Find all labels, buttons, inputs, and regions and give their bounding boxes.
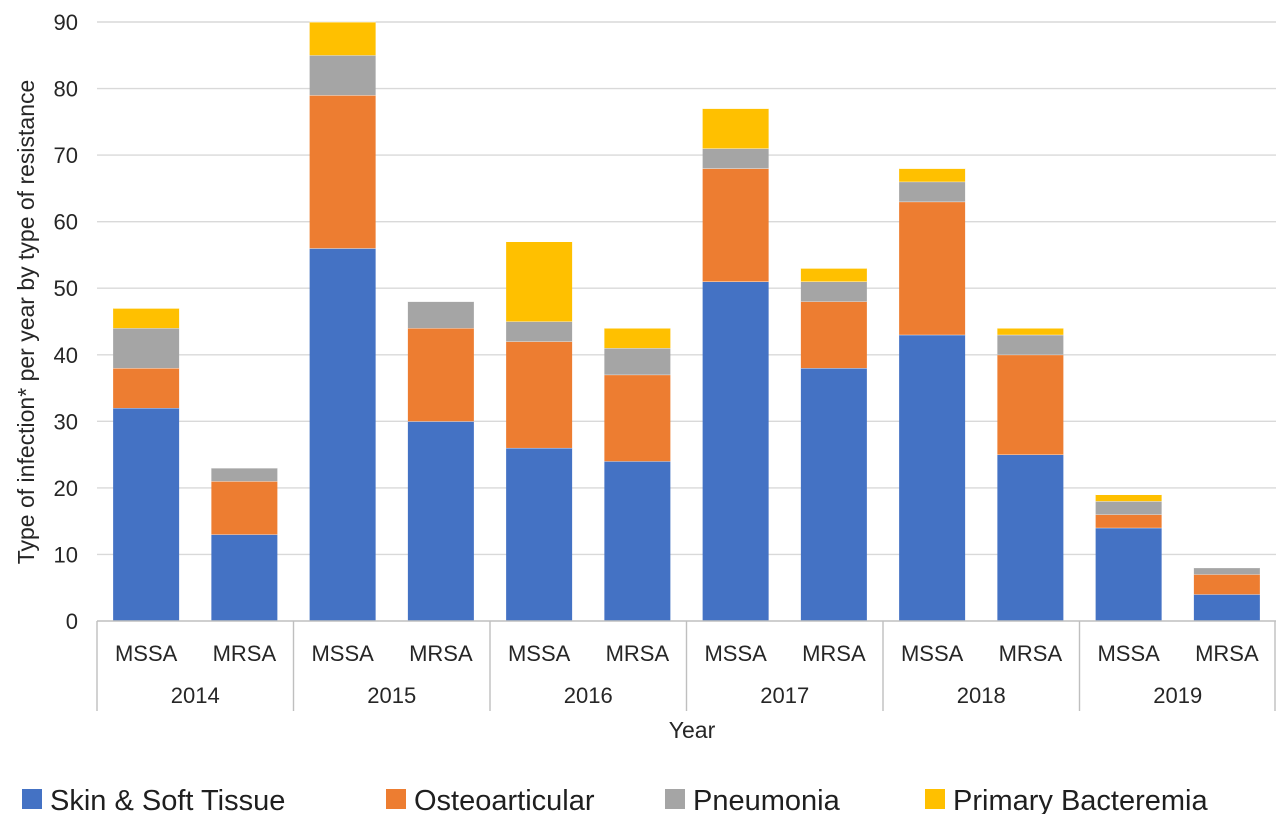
gridlines: [97, 21, 1276, 556]
bar-segment-osteoarticular: [899, 201, 966, 335]
bar-segment-pneumonia: [506, 321, 573, 342]
x-category-label: MSSA: [311, 641, 374, 666]
legend-swatch: [22, 789, 42, 809]
x-tick-labels: MSSA MRSA MSSA MRSA MSSA MRSA MSSA MRSA MSSA MRSA…: [115, 641, 1259, 708]
bar-segment-osteoarticular: [702, 168, 769, 282]
x-group-label: 2019: [1153, 683, 1202, 708]
x-category-label: MSSA: [1097, 641, 1160, 666]
bar-segment-primary-bacteremia: [800, 268, 867, 282]
x-category-label: MRSA: [1195, 641, 1259, 666]
y-tick-label: 0: [66, 609, 78, 634]
bar-segment-skin-soft-tissue: [702, 281, 769, 621]
bar-segment-osteoarticular: [800, 301, 867, 369]
x-category-label: MRSA: [802, 641, 866, 666]
y-tick-label: 70: [54, 143, 78, 168]
bar-segment-pneumonia: [113, 328, 180, 369]
bar-segment-osteoarticular: [113, 368, 180, 409]
bar-segment-primary-bacteremia: [997, 328, 1064, 335]
x-group-label: 2018: [957, 683, 1006, 708]
y-axis-title: Type of infection* per year by type of r…: [13, 80, 39, 565]
x-category-label: MRSA: [213, 641, 277, 666]
x-category-label: MSSA: [901, 641, 964, 666]
x-category-label: MRSA: [606, 641, 670, 666]
bar-segment-skin-soft-tissue: [997, 454, 1064, 621]
bar-segment-pneumonia: [899, 181, 966, 202]
legend-swatch: [665, 789, 685, 809]
bar-segment-skin-soft-tissue: [1095, 527, 1162, 621]
x-category-label: MRSA: [409, 641, 473, 666]
legend-label: Pneumonia: [693, 785, 841, 814]
bar-segment-osteoarticular: [997, 354, 1064, 455]
x-group-label: 2017: [760, 683, 809, 708]
legend: Skin & Soft Tissue Osteoarticular Pneumoni…: [22, 785, 1208, 814]
y-tick-label: 50: [54, 276, 78, 301]
bar-segment-pneumonia: [1095, 501, 1162, 515]
bar-segment-osteoarticular: [309, 95, 376, 249]
x-group-label: 2015: [367, 683, 416, 708]
bar-segment-pneumonia: [407, 301, 474, 329]
legend-swatch: [925, 789, 945, 809]
bar-segment-skin-soft-tissue: [113, 408, 180, 621]
x-group-label: 2014: [171, 683, 220, 708]
bar-segment-primary-bacteremia: [506, 241, 573, 322]
x-category-label: MSSA: [704, 641, 767, 666]
bar-segment-skin-soft-tissue: [800, 368, 867, 621]
legend-label: Osteoarticular: [414, 785, 595, 814]
y-tick-label: 10: [54, 542, 78, 567]
legend-label: Skin & Soft Tissue: [50, 785, 285, 814]
bar-segment-skin-soft-tissue: [604, 461, 671, 621]
bar-segment-pneumonia: [309, 55, 376, 96]
bar-segment-skin-soft-tissue: [506, 447, 573, 621]
x-group-label: 2016: [564, 683, 613, 708]
legend-label: Primary Bacteremia: [953, 785, 1208, 814]
bar-segment-osteoarticular: [407, 328, 474, 422]
bar-segment-osteoarticular: [211, 481, 278, 535]
bar-segment-skin-soft-tissue: [211, 534, 278, 621]
y-tick-label: 90: [54, 10, 78, 35]
bar-segment-osteoarticular: [1095, 514, 1162, 528]
bar-segment-skin-soft-tissue: [1193, 594, 1260, 621]
bar-segment-pneumonia: [800, 281, 867, 302]
bar-segment-primary-bacteremia: [113, 308, 180, 329]
bar-segment-pneumonia: [1193, 567, 1260, 575]
bar-segment-skin-soft-tissue: [407, 421, 474, 621]
legend-swatch: [386, 789, 406, 809]
x-axis-title: Year: [669, 717, 716, 743]
bar-segment-pneumonia: [211, 467, 278, 482]
y-tick-label: 60: [54, 210, 78, 235]
bar-segment-pneumonia: [702, 148, 769, 169]
y-tick-labels: 0 10 20 30 40 50 60 70 80 90: [54, 10, 78, 634]
bar-segment-pneumonia: [997, 334, 1064, 355]
bar-segment-primary-bacteremia: [1095, 494, 1162, 502]
bar-segment-primary-bacteremia: [309, 22, 376, 56]
y-tick-label: 30: [54, 409, 78, 434]
bar-segment-primary-bacteremia: [604, 328, 671, 349]
bar-segment-pneumonia: [604, 348, 671, 375]
bar-segment-skin-soft-tissue: [309, 248, 376, 622]
x-category-label: MRSA: [999, 641, 1063, 666]
bar-segment-osteoarticular: [604, 374, 671, 462]
bar-segment-osteoarticular: [506, 341, 573, 448]
bar-segment-skin-soft-tissue: [899, 334, 966, 621]
y-tick-label: 80: [54, 77, 78, 102]
x-category-label: MSSA: [508, 641, 571, 666]
axes: [96, 620, 1276, 711]
bar-segment-primary-bacteremia: [702, 108, 769, 149]
x-category-label: MSSA: [115, 641, 178, 666]
y-tick-label: 20: [54, 476, 78, 501]
bar-segment-primary-bacteremia: [899, 168, 966, 182]
y-tick-label: 40: [54, 343, 78, 368]
bar-segment-osteoarticular: [1193, 574, 1260, 595]
bars: [113, 21, 1260, 622]
